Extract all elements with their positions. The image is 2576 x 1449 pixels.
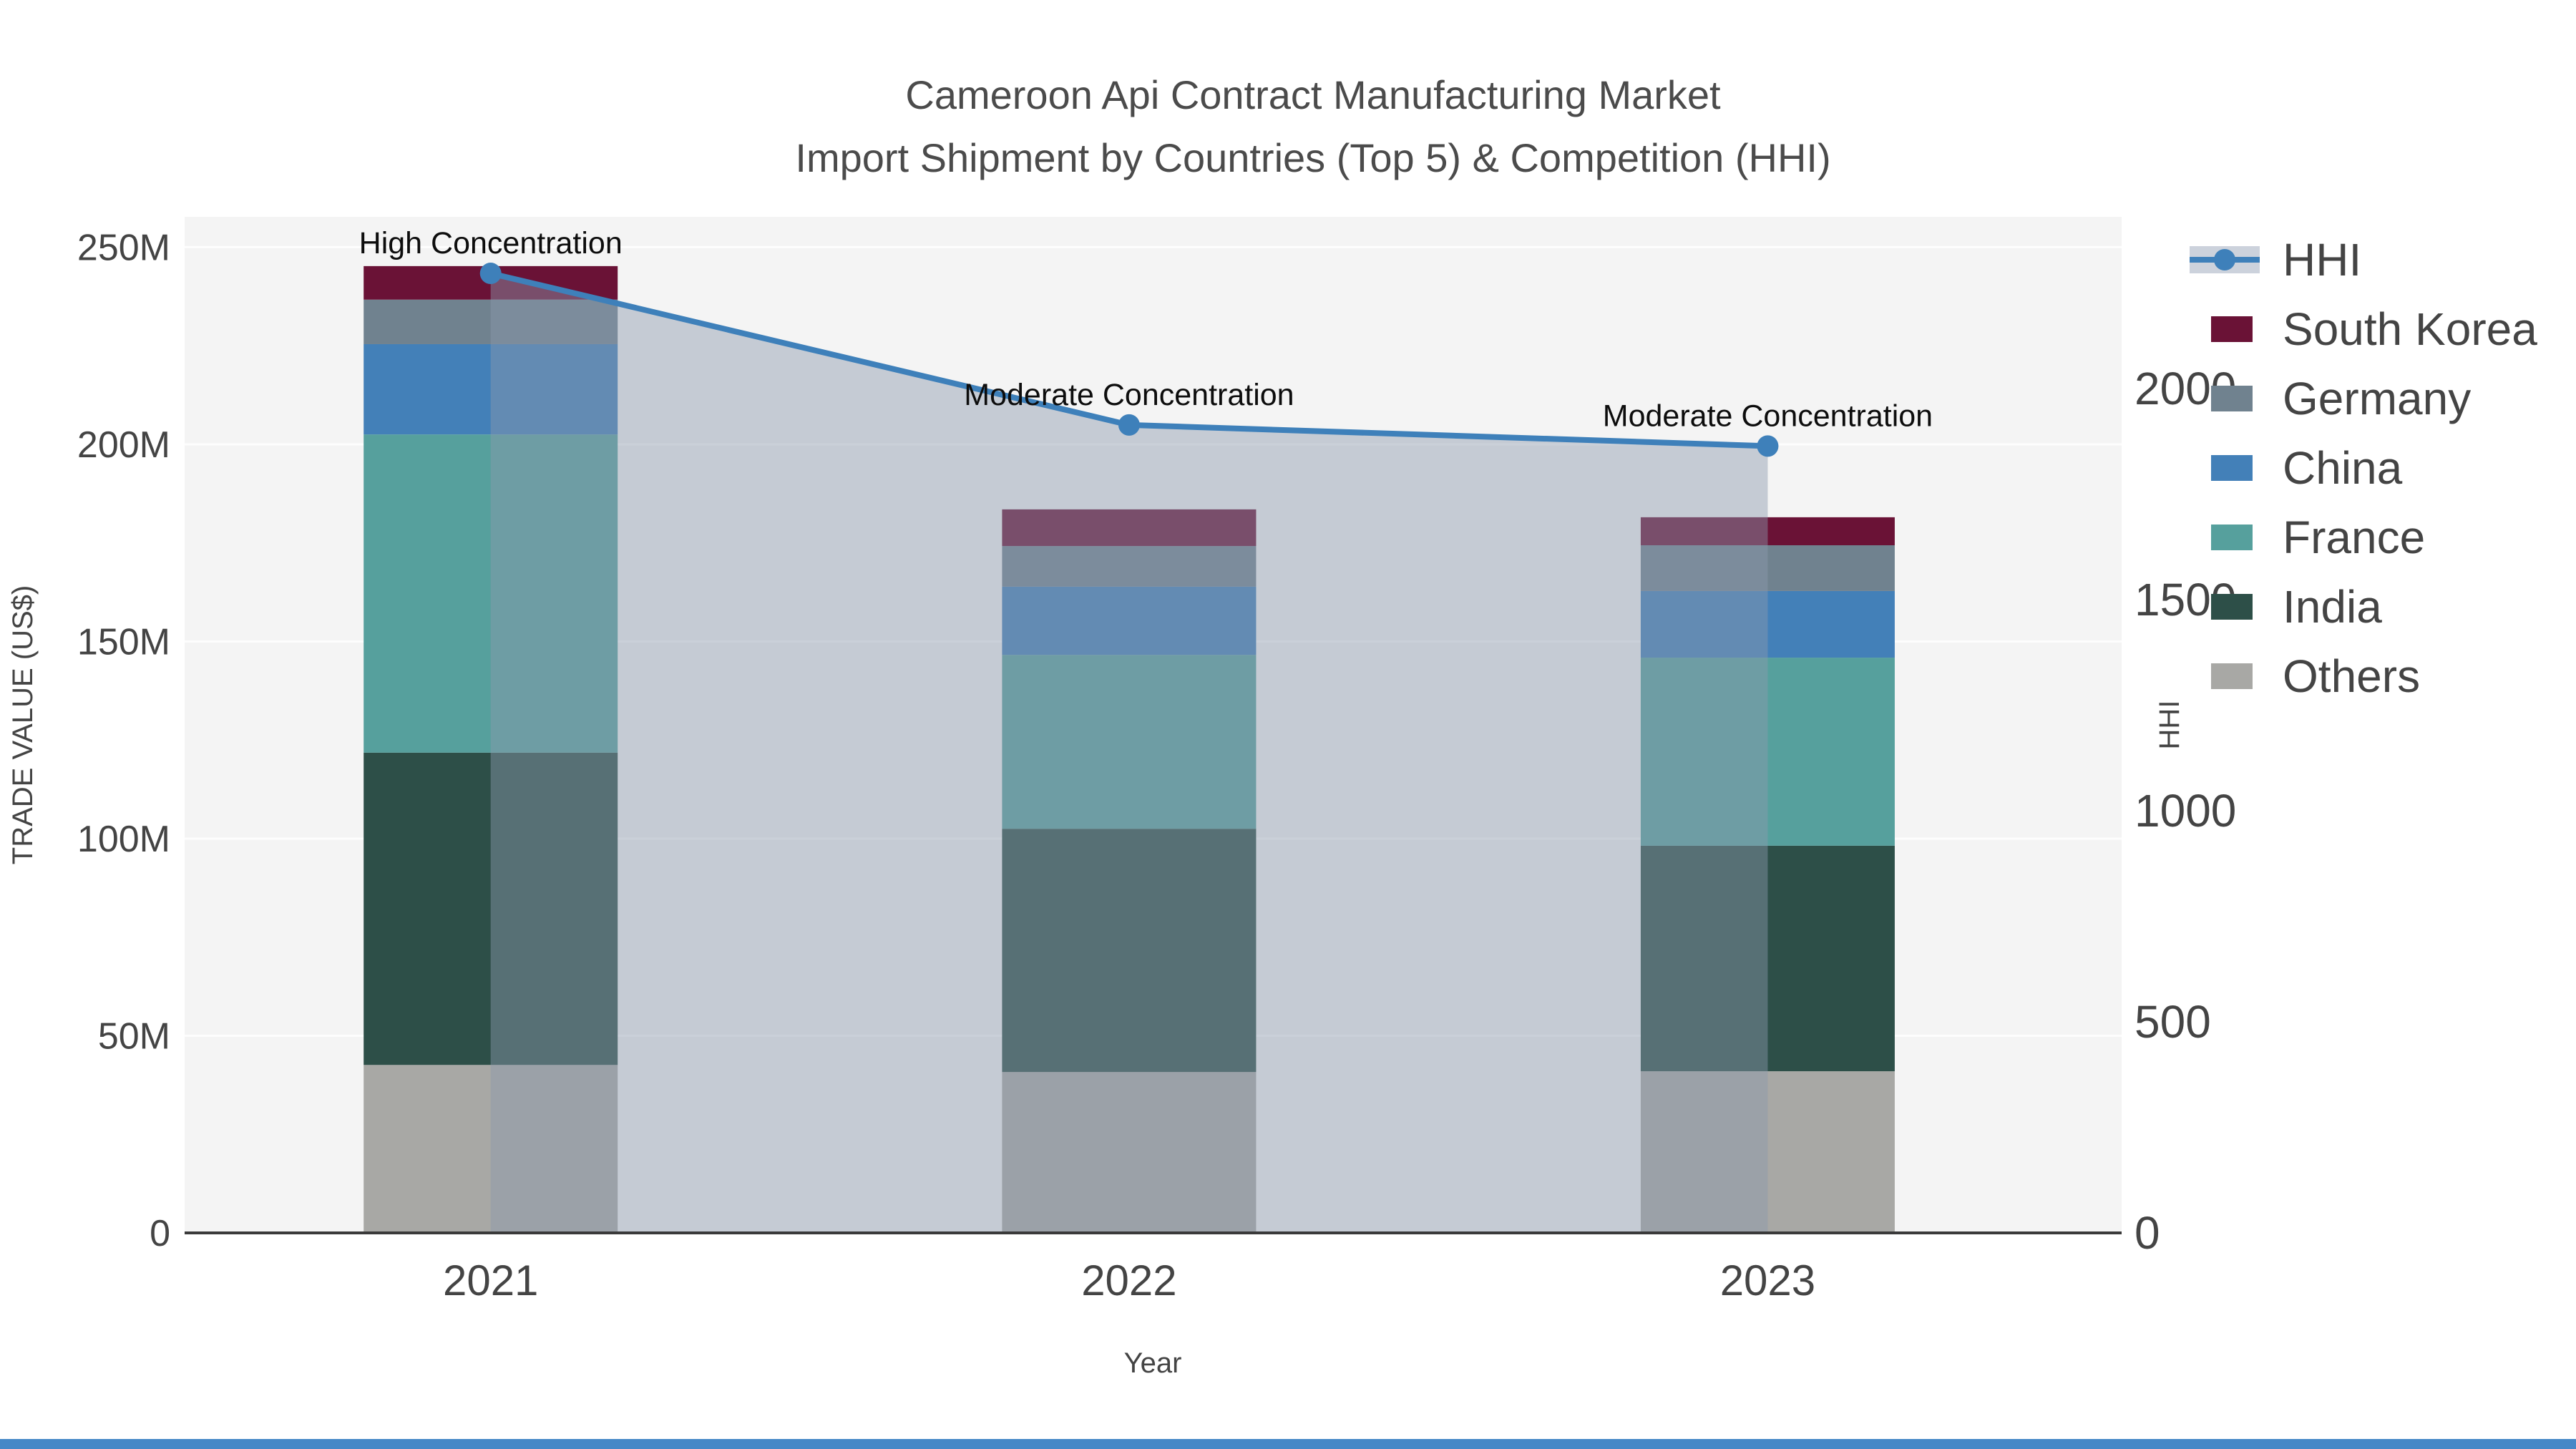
bar-2023-china[interactable] bbox=[1640, 590, 1895, 658]
hhi-line-icon bbox=[2190, 245, 2270, 273]
legend-color-swatch-icon bbox=[2190, 663, 2270, 689]
chart-title-line2: Import Shipment by Countries (Top 5) & C… bbox=[795, 135, 1831, 180]
bar-2022-others[interactable] bbox=[1002, 1072, 1257, 1233]
bar-2022-south-korea[interactable] bbox=[1002, 509, 1257, 547]
bar-2021-france[interactable] bbox=[364, 434, 618, 753]
bar-2021-india[interactable] bbox=[364, 752, 618, 1065]
hhi-marker-2023[interactable] bbox=[1757, 435, 1779, 457]
y-right-tick-500: 500 bbox=[2135, 996, 2211, 1048]
x-tick-2023: 2023 bbox=[1720, 1257, 1815, 1304]
x-tick-2021: 2021 bbox=[443, 1257, 538, 1304]
bar-2022-germany[interactable] bbox=[1002, 546, 1257, 587]
legend-label: South Korea bbox=[2283, 303, 2537, 355]
hhi-area-fill bbox=[490, 273, 1768, 1234]
legend-item-china[interactable]: China bbox=[2190, 433, 2537, 502]
bar-2021-china[interactable] bbox=[364, 343, 618, 435]
legend: HHI South Korea Germany China France India Oth… bbox=[2190, 225, 2537, 711]
legend-item-germany[interactable]: Germany bbox=[2190, 364, 2537, 433]
y-left-tick-50M: 50M bbox=[98, 1015, 170, 1057]
chart-title-line1: Cameroon Api Contract Manufacturing Mark… bbox=[905, 72, 1721, 117]
annotation-2022: Moderate Concentration bbox=[964, 378, 1294, 412]
legend-color-swatch-icon bbox=[2190, 454, 2270, 481]
y-left-tick-250M: 250M bbox=[77, 227, 170, 268]
bar-2021-germany[interactable] bbox=[364, 299, 618, 344]
bar-2023-south-korea[interactable] bbox=[1640, 517, 1895, 546]
legend-color-swatch-icon bbox=[2190, 316, 2270, 342]
y-left-tick-200M: 200M bbox=[77, 424, 170, 466]
legend-item-hhi[interactable]: HHI bbox=[2190, 225, 2537, 294]
x-axis-title: Year bbox=[1124, 1347, 1182, 1379]
legend-color-swatch-icon bbox=[2190, 524, 2270, 550]
bar-2023-others[interactable] bbox=[1640, 1071, 1895, 1233]
annotation-2023: Moderate Concentration bbox=[1603, 399, 1933, 433]
y-left-tick-0: 0 bbox=[150, 1213, 170, 1254]
y-right-axis-title: HHI bbox=[2154, 701, 2185, 750]
bar-2022-china[interactable] bbox=[1002, 586, 1257, 655]
legend-color-swatch-icon bbox=[2190, 385, 2270, 411]
legend-item-others[interactable]: Others bbox=[2190, 641, 2537, 711]
y-left-tick-100M: 100M bbox=[77, 819, 170, 860]
y-right-tick-1000: 1000 bbox=[2135, 785, 2236, 836]
legend-label: Others bbox=[2283, 650, 2421, 702]
y-left-tick-150M: 150M bbox=[77, 621, 170, 663]
bar-2021-others[interactable] bbox=[364, 1065, 618, 1233]
bar-2023-germany[interactable] bbox=[1640, 545, 1895, 591]
bar-2022-india[interactable] bbox=[1002, 829, 1257, 1073]
annotation-2021: High Concentration bbox=[359, 226, 623, 260]
bar-2022-france[interactable] bbox=[1002, 655, 1257, 829]
hhi-marker-2022[interactable] bbox=[1118, 414, 1140, 436]
legend-label: China bbox=[2283, 441, 2403, 494]
x-tick-2022: 2022 bbox=[1081, 1257, 1176, 1304]
hhi-marker-2021[interactable] bbox=[479, 263, 502, 285]
bottom-accent-bar bbox=[0, 1439, 2576, 1449]
legend-item-south-korea[interactable]: South Korea bbox=[2190, 294, 2537, 364]
legend-label: Germany bbox=[2283, 372, 2472, 424]
legend-label: India bbox=[2283, 580, 2382, 633]
bar-2023-france[interactable] bbox=[1640, 658, 1895, 846]
legend-item-france[interactable]: France bbox=[2190, 502, 2537, 572]
legend-label: France bbox=[2283, 511, 2426, 563]
legend-label: HHI bbox=[2283, 233, 2362, 286]
legend-color-swatch-icon bbox=[2190, 593, 2270, 620]
legend-item-india[interactable]: India bbox=[2190, 572, 2537, 641]
y-left-axis-title: TRADE VALUE (US$) bbox=[7, 585, 39, 864]
bar-2023-india[interactable] bbox=[1640, 845, 1895, 1072]
y-right-tick-0: 0 bbox=[2135, 1207, 2160, 1259]
